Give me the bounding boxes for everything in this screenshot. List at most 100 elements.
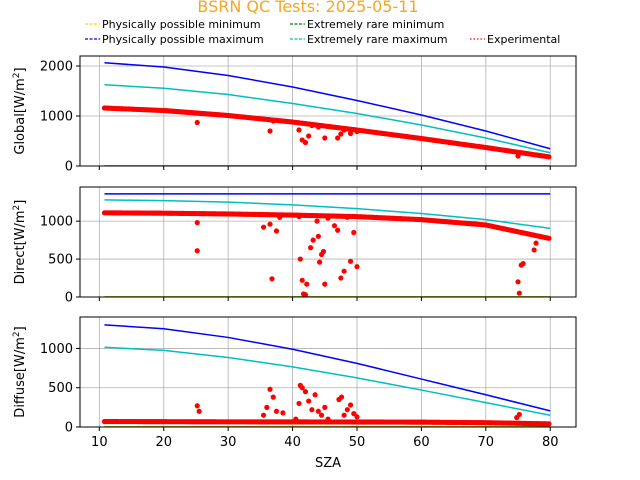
legend-entry-experimental: Experimental	[470, 33, 560, 46]
experimental-outlier	[309, 407, 315, 413]
experimental-outlier	[315, 124, 321, 130]
experimental-outlier	[267, 386, 273, 392]
experimental-outlier	[310, 237, 316, 243]
experimental-outlier	[314, 218, 320, 224]
y-tick-label: 1000	[40, 110, 73, 125]
experimental-outlier	[338, 131, 344, 137]
experimental-outlier	[299, 385, 305, 391]
x-tick-label: 80	[542, 435, 559, 450]
experimental-outlier	[299, 277, 305, 283]
y-axis-label-global: Global[W/m2]	[12, 67, 28, 154]
experimental-outlier	[320, 248, 327, 255]
x-axis-label: SZA	[315, 456, 341, 471]
experimental-outlier	[322, 281, 328, 287]
experimental-outlier	[354, 128, 360, 135]
experimental-points-direct	[101, 210, 552, 297]
experimental-outlier	[351, 411, 357, 417]
legend-label-rare_max: Extremely rare maximum	[307, 33, 448, 46]
series-line-rare_max	[104, 199, 551, 230]
panel-diffuse: 10 20 30 40 50 60 70 80 0 500 1000 Diffuse[W/m2] SZA	[12, 316, 577, 471]
x-tick-label: 20	[155, 435, 172, 450]
x-tick-label: 10	[91, 435, 108, 450]
experimental-outlier	[196, 408, 202, 414]
experimental-outlier	[338, 394, 345, 400]
experimental-outlier	[341, 127, 347, 133]
legend-entry-phys_max: Physically possible maximum	[85, 33, 264, 46]
experimental-point	[546, 235, 552, 241]
x-tick-label: 30	[220, 435, 237, 450]
y-tick-label: 0	[65, 160, 73, 175]
experimental-outlier	[194, 119, 200, 126]
experimental-outlier	[531, 247, 537, 253]
x-tick-label: 40	[284, 435, 301, 450]
experimental-outlier	[515, 279, 521, 285]
experimental-outlier	[306, 398, 312, 404]
y-tick-label: 2000	[40, 60, 73, 75]
experimental-outlier	[344, 214, 350, 220]
experimental-outlier	[273, 228, 280, 234]
experimental-outlier	[267, 221, 273, 227]
experimental-outlier	[194, 248, 200, 254]
panel-direct: 0 500 1000 Direct[W/m2]	[12, 186, 577, 306]
experimental-outlier	[325, 215, 331, 221]
experimental-outlier	[260, 224, 267, 230]
plot-area-direct	[101, 193, 552, 297]
axes-frame-diffuse	[79, 316, 577, 428]
panels: 010002000Global[W/m2]05001000Direct[W/m2…	[12, 55, 577, 471]
experimental-outlier	[297, 256, 303, 262]
experimental-outlier	[277, 214, 283, 220]
experimental-outlier	[516, 290, 522, 296]
experimental-outlier	[341, 268, 347, 274]
experimental-outlier	[296, 213, 302, 220]
experimental-outlier	[515, 153, 521, 159]
experimental-outlier	[347, 130, 354, 137]
y-tick-label: 0	[65, 291, 73, 306]
x-tick-label: 50	[349, 435, 366, 450]
series-line-rare_max	[104, 84, 551, 154]
figure-title: BSRN QC Tests: 2025-05-11	[197, 0, 418, 16]
experimental-outlier	[335, 227, 341, 233]
legend-entry-rare_min: Extremely rare minimum	[290, 18, 444, 31]
experimental-outlier	[315, 408, 321, 414]
grid-diffuse	[80, 317, 576, 428]
legend-entry-phys_min: Physically possible minimum	[85, 18, 261, 31]
ticks-global: 0 1000 2000	[40, 60, 551, 175]
ticks-direct: 0 500 1000	[40, 215, 551, 306]
experimental-point	[546, 154, 552, 160]
experimental-outlier	[269, 276, 275, 282]
experimental-outlier	[293, 416, 299, 422]
legend-label-phys_max: Physically possible maximum	[102, 33, 264, 46]
y-tick-label: 500	[48, 253, 73, 268]
y-tick-label: 0	[65, 421, 73, 436]
series-line-phys_max	[104, 62, 551, 150]
experimental-outlier	[270, 118, 276, 124]
experimental-outlier	[267, 128, 273, 134]
legend-label-phys_min: Physically possible minimum	[102, 18, 261, 31]
experimental-outlier	[304, 281, 310, 287]
experimental-outlier	[354, 414, 360, 420]
plot-area-global	[101, 62, 552, 166]
experimental-outlier	[309, 122, 315, 129]
series-line-phys_max	[104, 324, 551, 412]
experimental-outlier	[194, 403, 200, 409]
series-line-rare_max	[104, 346, 551, 416]
experimental-outlier	[533, 240, 539, 246]
x-tick-label: 60	[413, 435, 430, 450]
experimental-outlier	[318, 412, 325, 418]
experimental-outlier	[322, 404, 328, 410]
experimental-outlier	[347, 402, 354, 408]
experimental-outlier	[351, 229, 357, 236]
experimental-outlier	[331, 223, 338, 229]
ticks-diffuse: 10 20 30 40 50 60 70 80 0 500 1000	[40, 342, 559, 450]
experimental-outlier	[322, 135, 328, 141]
axes-frame-direct	[79, 186, 577, 298]
panel-global: 0 1000 2000 Global[W/m2]	[12, 55, 577, 175]
x-tick-label: 70	[478, 435, 495, 450]
experimental-outlier	[270, 394, 276, 400]
experimental-outlier	[296, 400, 302, 407]
experimental-outlier	[325, 416, 331, 422]
experimental-outlier	[280, 410, 286, 416]
legend-label-rare_min: Extremely rare minimum	[307, 18, 444, 31]
y-axis-label-diffuse: Diffuse[W/m2]	[12, 326, 28, 417]
